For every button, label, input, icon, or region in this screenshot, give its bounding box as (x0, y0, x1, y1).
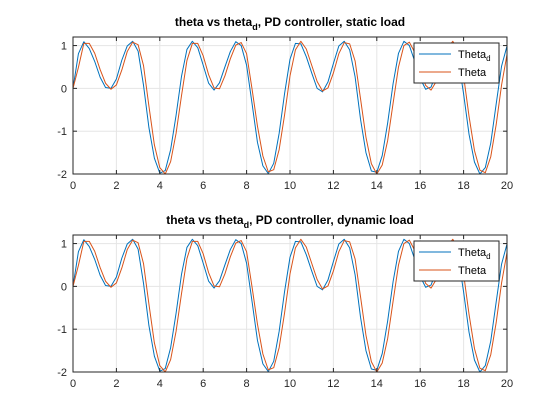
x-tick-label: 0 (70, 378, 76, 390)
legend-label-text: Theta (458, 265, 487, 277)
x-tick-label: 10 (284, 180, 296, 192)
x-tick-label: 8 (244, 378, 250, 390)
x-tick-label: 20 (501, 180, 513, 192)
y-tick-label: 0 (61, 83, 67, 95)
legend-box (413, 42, 500, 84)
x-tick-label: 6 (200, 378, 206, 390)
y-tick-label: -1 (57, 126, 67, 138)
chart-title-suffix: , PD controller, dynamic load (249, 213, 414, 227)
legend-label-2: Theta (458, 67, 487, 79)
x-tick-label: 12 (327, 378, 339, 390)
chart-title: theta vs thetad, PD controller, static l… (175, 15, 405, 32)
y-tick-label: 1 (61, 41, 67, 53)
series-line-2 (72, 40, 508, 175)
legend-label-subscript: d (486, 54, 490, 63)
x-tick-label: 14 (371, 180, 383, 192)
x-tick-label: 18 (457, 378, 469, 390)
chart-title-main: theta vs theta (175, 15, 253, 29)
legend-label-text: Theta (458, 67, 487, 79)
x-tick-label: 0 (70, 180, 76, 192)
x-tick-label: 18 (457, 180, 469, 192)
series-line-2 (72, 238, 508, 373)
x-tick-label: 16 (414, 378, 426, 390)
y-tick-label: -2 (57, 169, 67, 181)
chart-title-subscript: d (252, 22, 258, 32)
x-tick-label: 6 (200, 180, 206, 192)
legend-box (413, 240, 500, 282)
x-tick-label: 20 (501, 378, 513, 390)
legend-label-text: Theta (458, 49, 487, 61)
legend-label-1: Thetad (458, 247, 491, 261)
y-tick-label: 1 (61, 239, 67, 251)
y-tick-label: 0 (61, 281, 67, 293)
legend-label-2: Theta (458, 265, 487, 277)
chart-title-subscript: d (244, 220, 250, 230)
x-tick-label: 14 (371, 378, 383, 390)
y-tick-label: -1 (57, 324, 67, 336)
x-tick-label: 12 (327, 180, 339, 192)
x-tick-label: 16 (414, 180, 426, 192)
x-tick-label: 8 (244, 180, 250, 192)
legend-label-1: Thetad (458, 49, 491, 63)
legend-label-subscript: d (486, 252, 490, 261)
chart-title-main: theta vs theta (166, 213, 244, 227)
x-tick-label: 2 (113, 378, 119, 390)
chart-title: theta vs thetad, PD controller, dynamic … (166, 213, 414, 230)
x-tick-label: 4 (157, 378, 163, 390)
x-tick-label: 10 (284, 378, 296, 390)
chart-title-suffix: , PD controller, static load (258, 15, 405, 29)
legend-label-text: Theta (458, 247, 487, 259)
x-tick-label: 2 (113, 180, 119, 192)
y-tick-label: -2 (57, 367, 67, 379)
x-tick-label: 4 (157, 180, 163, 192)
